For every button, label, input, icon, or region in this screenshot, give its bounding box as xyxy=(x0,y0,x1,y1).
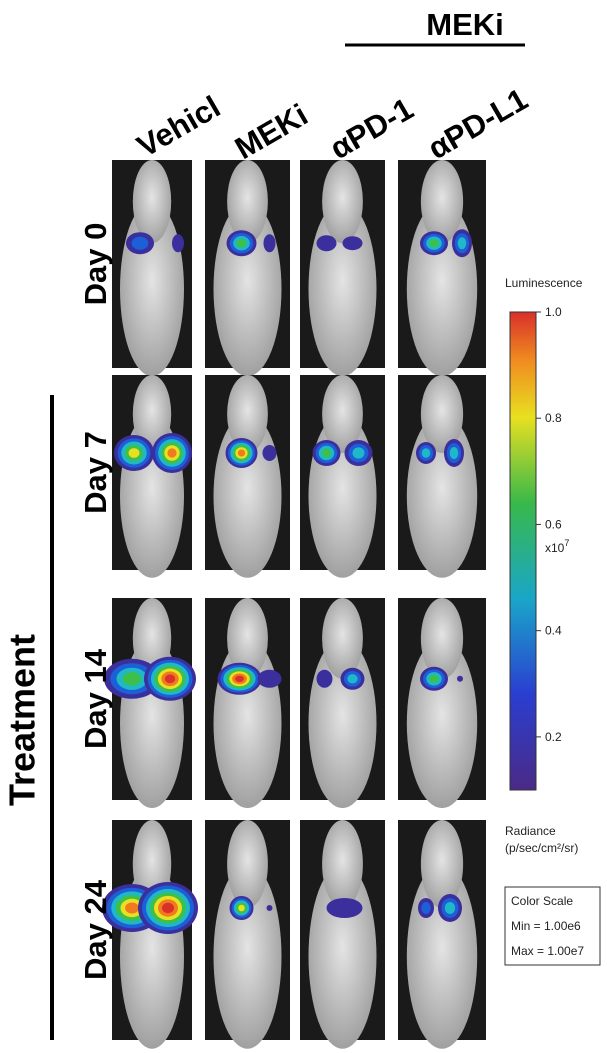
row-group-label: Treatment xyxy=(2,634,43,806)
signal xyxy=(128,448,140,458)
mouse-head xyxy=(420,160,464,244)
signal xyxy=(235,675,244,682)
signal xyxy=(347,674,358,684)
signal xyxy=(421,448,431,458)
mouse-head xyxy=(420,598,464,679)
column-label: Vehicl xyxy=(131,89,226,164)
scale-title: Color Scale xyxy=(511,894,573,908)
multiplier: x107 xyxy=(545,538,569,555)
colorbar xyxy=(509,311,537,791)
colorbar-tick-label: 0.8 xyxy=(545,411,562,425)
signal xyxy=(263,234,276,253)
column-label: MEKi xyxy=(229,97,314,166)
colorbar-tick-label: 0.4 xyxy=(545,624,562,638)
mouse-head xyxy=(227,820,268,908)
mouse-head xyxy=(322,160,363,244)
colorbar-tick-label: 1.0 xyxy=(545,305,562,319)
signal xyxy=(238,904,245,912)
signal xyxy=(266,905,273,911)
signal xyxy=(457,237,467,250)
signal xyxy=(125,902,139,914)
mouse-head xyxy=(227,375,268,453)
scale-min: Min = 1.00e6 xyxy=(511,919,581,933)
colorbar-tick-label: 0.2 xyxy=(545,730,562,744)
signal xyxy=(131,236,149,250)
mouse-head xyxy=(322,598,363,679)
scale-max: Max = 1.00e7 xyxy=(511,944,584,958)
row-label: Day 14 xyxy=(78,648,113,749)
mouse-head xyxy=(322,375,363,453)
row-label: Day 7 xyxy=(78,431,113,514)
column-label: αPD-L1 xyxy=(422,81,534,166)
signal xyxy=(162,902,174,914)
signal xyxy=(449,447,459,459)
signal xyxy=(429,239,439,248)
signal xyxy=(316,669,333,688)
colorbar-tick-label: 0.6 xyxy=(545,517,562,531)
signal xyxy=(164,674,176,684)
panels xyxy=(102,160,486,1049)
column-label: αPD-1 xyxy=(324,91,419,166)
signal xyxy=(326,898,363,918)
signal xyxy=(236,238,247,248)
row-label: Day 0 xyxy=(78,223,113,306)
mouse-head xyxy=(420,375,464,453)
signal xyxy=(457,675,463,682)
signal xyxy=(122,672,142,686)
signal xyxy=(316,235,337,252)
signal xyxy=(429,674,439,683)
signal xyxy=(262,445,277,461)
mouse-head xyxy=(322,820,363,908)
signal xyxy=(421,902,431,914)
signal xyxy=(257,669,282,688)
signal xyxy=(237,449,246,457)
mouse-head xyxy=(227,160,268,244)
signal xyxy=(167,448,177,458)
colorbar-title: Luminescence xyxy=(505,276,583,290)
mouse-head xyxy=(132,160,172,244)
signal xyxy=(342,236,363,251)
unit-title: Radiance xyxy=(505,824,556,838)
group-label: MEKi xyxy=(426,7,504,42)
signal xyxy=(172,234,184,253)
signal xyxy=(321,448,332,458)
unit: (p/sec/cm²/sr) xyxy=(505,841,578,855)
signal xyxy=(352,447,365,459)
signal xyxy=(444,902,456,914)
row-label: Day 24 xyxy=(78,879,113,980)
scale-box xyxy=(504,886,601,966)
mouse-head xyxy=(227,598,268,679)
mouse-head xyxy=(420,820,464,908)
mouse-head xyxy=(132,375,172,453)
